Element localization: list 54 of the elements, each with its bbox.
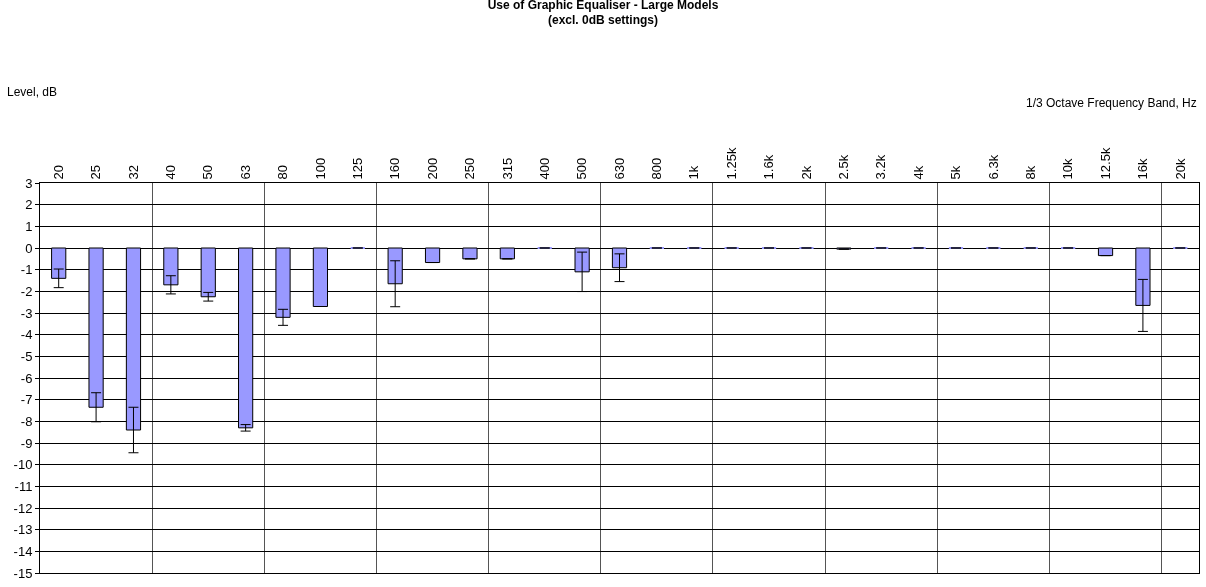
x-tick-label: 160 <box>387 157 403 180</box>
y-tick-label: -10 <box>13 457 33 473</box>
y-tick-label: -13 <box>13 522 33 538</box>
x-tick-label: 5k <box>948 165 964 180</box>
x-tick-label: 250 <box>462 157 478 180</box>
x-tick-label: 125 <box>350 157 366 180</box>
x-tick-label: 2.5k <box>836 154 852 180</box>
x-tick-label: 32 <box>125 164 141 180</box>
y-tick-label: -3 <box>20 305 33 321</box>
x-tick-label: 3.2k <box>873 154 889 180</box>
y-tick-label: -1 <box>20 262 33 278</box>
y-axis-title: Level, dB <box>7 85 58 99</box>
x-tick-label: 12.5k <box>1097 147 1113 180</box>
y-tick-label: -5 <box>20 348 33 364</box>
y-tick-label: -9 <box>20 435 33 451</box>
x-tick-label: 1k <box>686 165 702 180</box>
y-tick-label: -15 <box>13 565 33 581</box>
x-tick-label: 6.3k <box>985 154 1001 180</box>
y-tick-label: -7 <box>20 392 33 408</box>
x-tick-label: 8k <box>1022 165 1038 180</box>
y-tick-label: -2 <box>20 283 33 299</box>
y-tick-label: 2 <box>25 197 33 213</box>
y-tick-label: -8 <box>20 413 33 429</box>
x-tick-label: 315 <box>499 157 515 180</box>
y-tick-label: 0 <box>25 240 33 256</box>
x-tick-label: 630 <box>611 157 627 180</box>
y-tick-label: -4 <box>20 327 33 343</box>
x-axis-title: 1/3 Octave Frequency Band, Hz <box>1026 96 1197 110</box>
x-tick-label: 40 <box>163 164 179 180</box>
x-tick-label: 16k <box>1135 157 1151 180</box>
y-tick-label: 3 <box>25 175 33 191</box>
y-tick-label: -11 <box>14 478 33 494</box>
x-tick-label: 400 <box>536 157 552 180</box>
x-tick-label: 800 <box>649 157 665 180</box>
x-tick-label: 63 <box>237 164 253 180</box>
y-tick-label: -14 <box>13 543 33 559</box>
x-tick-label: 1.25k <box>723 147 739 180</box>
x-tick-label: 50 <box>200 164 216 180</box>
x-tick-label: 20k <box>1172 157 1188 180</box>
y-tick-label: -12 <box>13 500 33 516</box>
x-tick-label: 500 <box>574 157 590 180</box>
y-tick-label: 1 <box>25 218 33 234</box>
x-tick-label: 10k <box>1060 157 1076 180</box>
x-tick-label: 100 <box>312 157 328 180</box>
x-tick-label: 200 <box>424 157 440 180</box>
x-tick-label: 80 <box>275 164 291 180</box>
chart-subtitle: (excl. 0dB settings) <box>547 13 659 28</box>
x-tick-label: 1.6k <box>761 154 777 180</box>
x-tick-label: 4k <box>910 165 926 180</box>
y-tick-label: -6 <box>20 370 33 386</box>
chart-title: Use of Graphic Equaliser - Large Models <box>487 0 719 12</box>
x-tick-label: 25 <box>88 164 104 180</box>
x-tick-label: 20 <box>50 164 66 180</box>
x-tick-label: 2k <box>798 165 814 180</box>
